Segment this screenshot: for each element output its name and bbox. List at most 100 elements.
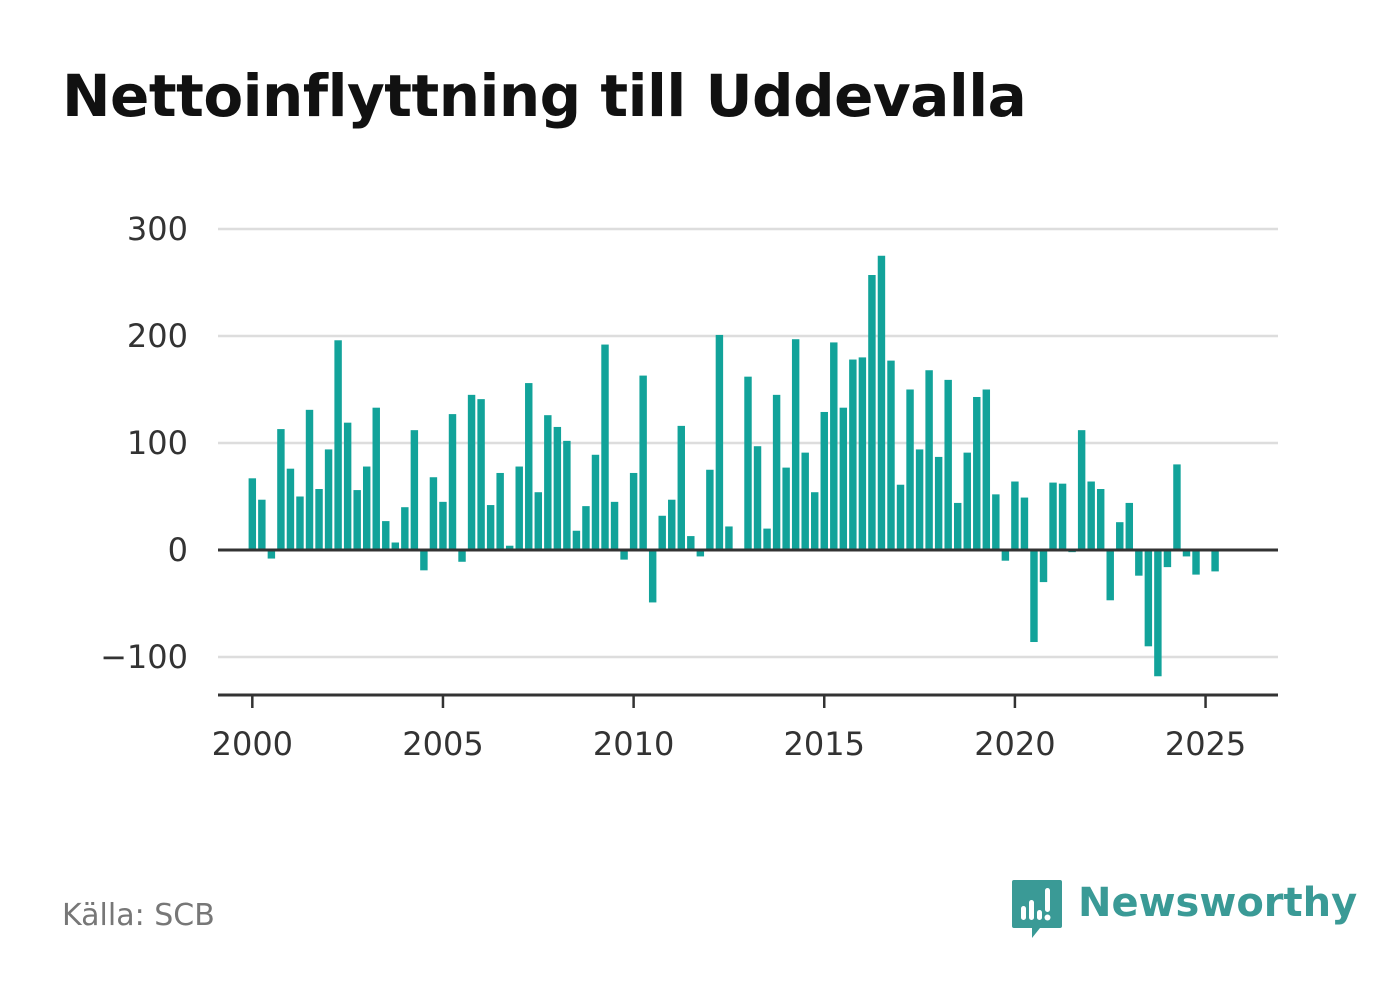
bar xyxy=(772,394,781,550)
bar xyxy=(1087,481,1095,550)
bar xyxy=(877,255,886,550)
x-tick-label: 2015 xyxy=(784,725,865,763)
bar xyxy=(582,506,590,550)
bar-chart: −100 0 100 200 300 2000 2005 2010 2015 2020 2025 xyxy=(100,210,1278,763)
bar xyxy=(944,379,952,550)
bar xyxy=(315,489,323,550)
bar xyxy=(382,521,390,550)
bar xyxy=(353,490,361,550)
bar xyxy=(277,429,285,550)
bar xyxy=(963,452,971,550)
bar xyxy=(906,389,914,550)
x-tick-label: 2005 xyxy=(402,725,483,763)
bar xyxy=(1135,550,1143,576)
y-tick-label: 0 xyxy=(168,531,188,569)
x-tick-label: 2025 xyxy=(1165,725,1246,763)
bar xyxy=(544,415,552,550)
bar xyxy=(362,466,371,550)
bar xyxy=(486,505,495,550)
bar xyxy=(953,502,962,550)
bar xyxy=(668,499,676,550)
bar xyxy=(534,492,543,550)
bar xyxy=(725,526,733,550)
bar xyxy=(687,536,695,550)
bar xyxy=(677,425,685,550)
bar xyxy=(791,339,800,550)
bar xyxy=(420,550,428,571)
bar xyxy=(391,542,400,550)
y-tick-label: 300 xyxy=(127,210,188,248)
bar xyxy=(610,501,619,550)
bar xyxy=(896,484,905,550)
bar xyxy=(639,375,647,550)
y-tick-label: 100 xyxy=(127,424,188,462)
y-tick-labels: −100 0 100 200 300 xyxy=(100,210,188,676)
bar xyxy=(1182,550,1191,557)
bar xyxy=(343,422,352,550)
bar xyxy=(334,340,342,550)
bar xyxy=(973,396,981,550)
bar xyxy=(1116,522,1124,550)
bar xyxy=(629,472,638,550)
axes xyxy=(218,548,1278,708)
bar xyxy=(1001,550,1010,561)
bar xyxy=(648,550,657,603)
bar xyxy=(401,507,409,550)
bar xyxy=(992,494,1000,550)
bar xyxy=(820,411,828,550)
bar xyxy=(267,550,276,559)
bar xyxy=(515,466,523,550)
bar xyxy=(248,478,257,550)
bar xyxy=(286,468,295,550)
bar xyxy=(1058,483,1067,550)
bar xyxy=(811,492,819,550)
x-tick-label: 2010 xyxy=(593,725,674,763)
bar xyxy=(1020,497,1029,550)
bar xyxy=(572,530,581,550)
bar xyxy=(305,409,314,550)
bar xyxy=(658,515,666,550)
bar xyxy=(744,376,752,550)
bar xyxy=(915,449,924,550)
bar xyxy=(601,344,609,550)
bar xyxy=(553,426,562,550)
bar xyxy=(1077,430,1086,550)
bar xyxy=(868,275,876,550)
bar xyxy=(1039,550,1048,583)
bar xyxy=(696,550,705,557)
bar xyxy=(505,545,514,550)
bar xyxy=(858,357,867,550)
bar xyxy=(1106,550,1114,601)
bar xyxy=(1049,482,1057,550)
newsworthy-logo-icon xyxy=(1012,880,1062,938)
brand-name: Newsworthy xyxy=(1078,880,1358,926)
brand-logo: Newsworthy xyxy=(1010,878,1357,942)
bar xyxy=(1030,550,1038,643)
bar xyxy=(801,452,809,550)
bar xyxy=(1192,550,1200,575)
bar xyxy=(1096,489,1105,550)
x-tick-labels: 2000 2005 2010 2015 2020 2025 xyxy=(212,725,1247,763)
chart-title: Nettoinflyttning till Uddevalla xyxy=(62,62,1027,130)
bar xyxy=(563,440,571,550)
bar xyxy=(839,407,848,550)
bar xyxy=(467,394,476,550)
y-tick-label: −100 xyxy=(100,638,188,676)
bar xyxy=(849,359,857,550)
bar xyxy=(525,383,533,550)
bar xyxy=(830,342,838,550)
bar xyxy=(372,407,380,550)
source-note: Källa: SCB xyxy=(62,898,215,933)
bar xyxy=(1211,550,1219,572)
bar xyxy=(258,499,266,550)
bar xyxy=(1011,481,1019,550)
bar xyxy=(934,456,943,550)
bar xyxy=(1125,502,1134,550)
bar xyxy=(496,472,504,550)
bar xyxy=(925,370,933,550)
bar xyxy=(1154,550,1162,677)
bar xyxy=(753,446,762,550)
bar xyxy=(620,550,628,560)
bar xyxy=(458,550,466,562)
bar xyxy=(324,449,333,550)
